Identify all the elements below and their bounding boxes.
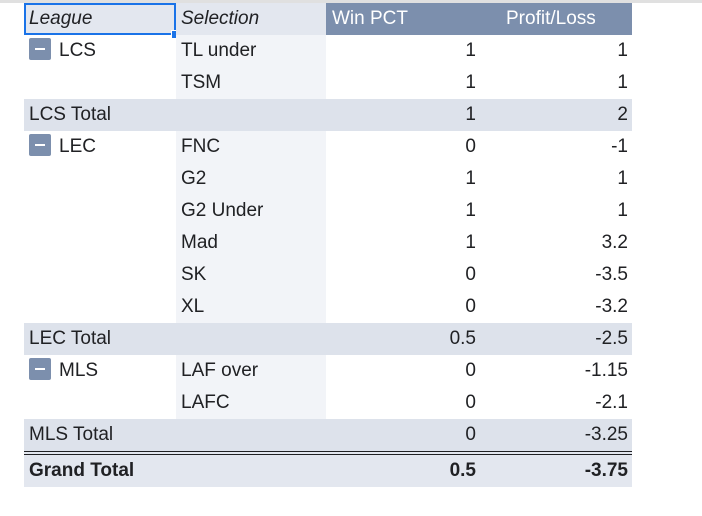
group-lec: LEC FNC 0 -1 G2 1 1 G2 Under 1 1 Mad 1 3… bbox=[24, 131, 632, 355]
win-pct-cell[interactable]: 1 bbox=[465, 40, 476, 61]
selection-cell[interactable]: SK bbox=[176, 259, 326, 291]
header-league-label: League bbox=[29, 8, 93, 29]
table-row[interactable]: TSM 1 1 bbox=[24, 67, 632, 99]
subtotal-label[interactable]: LCS Total bbox=[29, 104, 112, 125]
header-win-pct-label: Win PCT bbox=[332, 8, 408, 29]
win-pct-cell[interactable]: 0 bbox=[465, 136, 476, 157]
win-pct-cell[interactable]: 0 bbox=[465, 392, 476, 413]
grand-total-row[interactable]: Grand Total 0.5 -3.75 bbox=[24, 451, 632, 487]
collapse-toggle-icon[interactable] bbox=[29, 357, 51, 380]
selection-cell[interactable]: TL under bbox=[176, 35, 326, 67]
header-selection-label: Selection bbox=[181, 8, 260, 29]
league-cell[interactable] bbox=[24, 163, 176, 195]
header-league-cell[interactable]: League bbox=[24, 3, 180, 39]
subtotal-label[interactable]: MLS Total bbox=[29, 424, 114, 445]
league-cell[interactable]: LEC bbox=[24, 131, 176, 163]
profit-loss-cell[interactable]: -1.15 bbox=[584, 360, 628, 381]
table-row[interactable]: LCS TL under 1 1 bbox=[24, 35, 632, 67]
header-profit-loss-label: Profit/Loss bbox=[506, 8, 596, 29]
subtotal-win-pct[interactable]: 1 bbox=[465, 104, 476, 125]
selection-cell[interactable]: Mad bbox=[176, 227, 326, 259]
profit-loss-cell[interactable]: -3.5 bbox=[595, 264, 628, 285]
subtotal-profit-loss[interactable]: 2 bbox=[617, 104, 628, 125]
win-pct-cell[interactable]: 0 bbox=[465, 296, 476, 317]
collapse-toggle-icon[interactable] bbox=[29, 133, 51, 156]
league-name: LEC bbox=[59, 136, 96, 157]
win-pct-cell[interactable]: 1 bbox=[465, 168, 476, 189]
table-row[interactable]: G2 1 1 bbox=[24, 163, 632, 195]
league-cell[interactable]: LCS bbox=[24, 35, 176, 67]
selection-cell[interactable]: LAF over bbox=[176, 355, 326, 387]
header-selection-cell[interactable]: Selection bbox=[176, 3, 326, 35]
table-row[interactable]: G2 Under 1 1 bbox=[24, 195, 632, 227]
profit-loss-cell[interactable]: -3.2 bbox=[595, 296, 628, 317]
header-win-pct-cell[interactable]: Win PCT bbox=[326, 3, 478, 35]
table-row[interactable]: XL 0 -3.2 bbox=[24, 291, 632, 323]
selection-cell[interactable]: LAFC bbox=[176, 387, 326, 419]
subtotal-win-pct[interactable]: 0.5 bbox=[449, 328, 476, 349]
sheet-top-border bbox=[0, 0, 702, 3]
league-cell[interactable]: MLS bbox=[24, 355, 176, 387]
profit-loss-cell[interactable]: 3.2 bbox=[601, 232, 628, 253]
pivot-table: League Selection Win PCT Profit/Loss LCS… bbox=[24, 3, 632, 487]
profit-loss-cell[interactable]: 1 bbox=[617, 40, 628, 61]
subtotal-win-pct[interactable]: 0 bbox=[465, 424, 476, 445]
subtotal-row[interactable]: LCS Total 1 2 bbox=[24, 99, 632, 131]
league-cell[interactable] bbox=[24, 227, 176, 259]
subtotal-profit-loss[interactable]: -3.25 bbox=[584, 424, 628, 445]
profit-loss-cell[interactable]: 1 bbox=[617, 72, 628, 93]
table-row[interactable]: SK 0 -3.5 bbox=[24, 259, 632, 291]
league-cell[interactable] bbox=[24, 259, 176, 291]
profit-loss-cell[interactable]: 1 bbox=[617, 168, 628, 189]
selection-cell[interactable]: G2 bbox=[176, 163, 326, 195]
win-pct-cell[interactable]: 1 bbox=[465, 232, 476, 253]
selection-cell[interactable]: XL bbox=[176, 291, 326, 323]
win-pct-cell[interactable]: 1 bbox=[465, 72, 476, 93]
header-profit-loss-cell[interactable]: Profit/Loss bbox=[478, 3, 632, 35]
collapse-toggle-icon[interactable] bbox=[29, 37, 51, 60]
profit-loss-cell[interactable]: -1 bbox=[611, 136, 628, 157]
group-lcs: LCS TL under 1 1 TSM 1 1 LCS Total 1 2 bbox=[24, 35, 632, 131]
selection-cell[interactable]: FNC bbox=[176, 131, 326, 163]
subtotal-label[interactable]: LEC Total bbox=[29, 328, 112, 349]
table-row[interactable]: Mad 1 3.2 bbox=[24, 227, 632, 259]
subtotal-row[interactable]: LEC Total 0.5 -2.5 bbox=[24, 323, 632, 355]
table-row[interactable]: MLS LAF over 0 -1.15 bbox=[24, 355, 632, 387]
table-row[interactable]: LEC FNC 0 -1 bbox=[24, 131, 632, 163]
league-name: MLS bbox=[59, 360, 99, 381]
selection-cell[interactable]: TSM bbox=[176, 67, 326, 99]
grand-total-label[interactable]: Grand Total bbox=[29, 460, 135, 481]
subtotal-profit-loss[interactable]: -2.5 bbox=[595, 328, 628, 349]
win-pct-cell[interactable]: 0 bbox=[465, 360, 476, 381]
profit-loss-cell[interactable]: -2.1 bbox=[595, 392, 628, 413]
profit-loss-cell[interactable]: 1 bbox=[617, 200, 628, 221]
table-row[interactable]: LAFC 0 -2.1 bbox=[24, 387, 632, 419]
win-pct-cell[interactable]: 1 bbox=[465, 200, 476, 221]
selection-cell[interactable]: G2 Under bbox=[176, 195, 326, 227]
league-cell[interactable] bbox=[24, 195, 176, 227]
league-cell[interactable] bbox=[24, 67, 176, 99]
grand-total-profit-loss[interactable]: -3.75 bbox=[584, 460, 628, 481]
grand-total-win-pct[interactable]: 0.5 bbox=[449, 460, 476, 481]
league-cell[interactable] bbox=[24, 387, 176, 419]
subtotal-row[interactable]: MLS Total 0 -3.25 bbox=[24, 419, 632, 451]
league-name: LCS bbox=[59, 40, 96, 61]
win-pct-cell[interactable]: 0 bbox=[465, 264, 476, 285]
group-mls: MLS LAF over 0 -1.15 LAFC 0 -2.1 MLS Tot… bbox=[24, 355, 632, 451]
league-cell[interactable] bbox=[24, 291, 176, 323]
pivot-header-row: League Selection Win PCT Profit/Loss bbox=[24, 3, 632, 39]
